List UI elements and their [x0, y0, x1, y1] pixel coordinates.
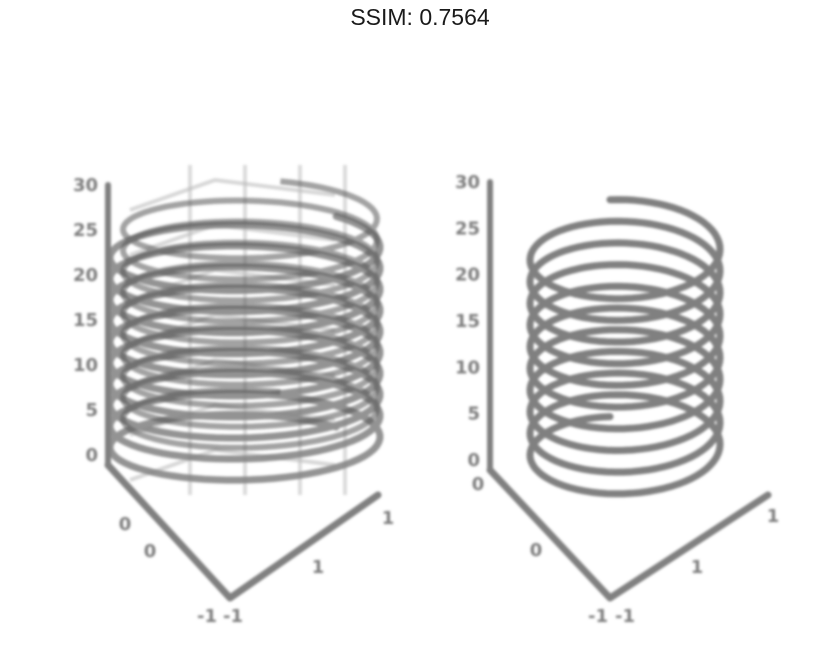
- z-tick-label: 10: [455, 357, 480, 378]
- z-tick-label: 0: [467, 450, 480, 471]
- z-tick-label: 25: [73, 220, 98, 241]
- z-tick-label: 30: [73, 175, 98, 196]
- z-tick-label: 20: [73, 265, 98, 286]
- z-tick-label: 0: [85, 445, 98, 466]
- x-tick-label: -1: [615, 606, 635, 627]
- floor-axes: [104, 461, 382, 602]
- helix-series: [526, 196, 724, 498]
- floor-axes: [486, 466, 772, 602]
- figure-title: SSIM: 0.7564: [350, 4, 490, 30]
- z-tick-label: 20: [455, 265, 480, 286]
- x-tick-label: 0: [144, 541, 157, 562]
- left-helix-panel: 30 25 20 15 10 5 0 -1 0 1 -1 0 1: [73, 165, 394, 627]
- right-helix-panel: 30 25 20 15 10 5 0 -1 0 1 -1 0 1: [455, 172, 779, 627]
- z-tick-label: 15: [455, 311, 480, 332]
- x-tick-label: 1: [767, 506, 780, 527]
- z-tick-label: 10: [73, 355, 98, 376]
- y-tick-label: 1: [691, 557, 704, 578]
- x-tick-label: -1: [223, 606, 243, 627]
- z-tick-label: 15: [73, 310, 98, 331]
- grid-line: [129, 177, 336, 212]
- y-tick-label: -1: [588, 606, 608, 627]
- z-tick-label: 30: [455, 172, 480, 193]
- y-tick-label: -1: [197, 606, 217, 627]
- helix-series-shadow: [120, 178, 380, 451]
- z-tick-label: 5: [467, 404, 480, 425]
- z-tick-label: 5: [85, 400, 98, 421]
- y-tick-label: 0: [119, 514, 132, 535]
- y-tick-label: 0: [472, 474, 485, 495]
- z-tick-label: 25: [455, 218, 480, 239]
- x-tick-label: 1: [382, 508, 395, 529]
- helix-series: [106, 212, 384, 484]
- x-tick-label: 0: [530, 540, 543, 561]
- y-tick-label: 1: [312, 557, 325, 578]
